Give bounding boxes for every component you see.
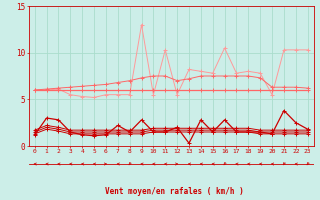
Text: Vent moyen/en rafales ( km/h ): Vent moyen/en rafales ( km/h ) xyxy=(105,187,244,196)
